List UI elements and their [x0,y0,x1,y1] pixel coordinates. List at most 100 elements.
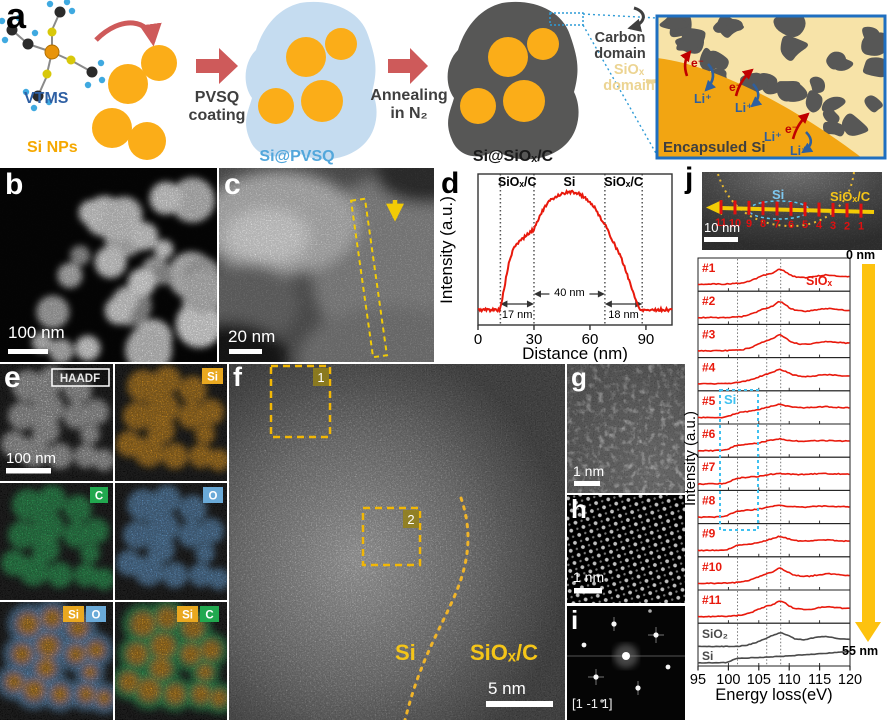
o-chip [86,606,106,622]
haadf-label-box [51,368,110,387]
si-region-box-label: Si [724,392,736,407]
li-ion-arrow [750,83,763,108]
scalebar-label: 10 nm [704,220,740,235]
region-2-chip [403,510,419,528]
o-chip-label: O [209,491,218,503]
zone-axis-label: [1 -1 1] [572,696,612,711]
scan-tick [789,201,793,216]
step2-label-line1: Annealing [370,87,447,104]
eels-row-label: #8 [702,493,716,507]
scan-tick-number: 7 [774,219,780,231]
x-tick-label: 0 [474,331,482,348]
scan-tick [719,200,723,215]
eels-x-tick: 105 [747,672,771,686]
electron-arrow [680,50,692,77]
scan-point-ticks: 11 10 9 8 7 6 5 4 3 2 1 [715,200,864,233]
pvsq-shell [245,1,377,160]
si-pvsq-label: Si@PVSQ [259,148,334,165]
li-ion-label: Li⁺ [764,130,782,144]
c-chip [200,606,219,622]
eels-x-tick: 110 [778,672,801,686]
li-ion-arrow [704,63,716,92]
carbon-domain-arrow [627,6,645,32]
vtms-label: VTMS [24,90,69,107]
scan-tick-number: 6 [788,219,794,231]
scan-tick [803,202,807,217]
panel-letter-g: g [571,362,587,392]
scalebar-label: 100 nm [8,323,65,342]
panel-h-lattice-hrtem: 1 nm [567,495,685,603]
eels-curve-SiO₂ [698,632,850,648]
panel-letter-j: j [685,162,694,195]
eels-row-label: #3 [702,327,716,341]
scan-tick [761,201,765,216]
encapsulated-si-label: Encapsuled Si [663,139,766,156]
width-annotation: 17 nm [502,309,533,321]
eels-curve-#3 [697,333,850,353]
si-region-box [719,389,759,531]
panel-j-eels: 11 10 9 8 7 6 5 4 3 2 1 Si SiOₓ/C 10 nm #1 SiOₓ #2 #3… [682,168,888,720]
electron-label: e⁻ [691,56,704,70]
scalebar-label: 1 nm [573,569,604,585]
scan-tick [845,203,849,218]
panel-e-c-map: C [0,483,113,600]
li-ion-label: Li⁺ [735,101,753,115]
scan-tick [747,200,751,215]
eels-x-axis-label: Energy loss(eV) [715,686,833,704]
scan-tick-number: 3 [830,220,836,232]
process-arrow-2 [388,48,428,84]
siox-domain-label-1: SiOₓ [614,62,645,78]
eels-row-label: #4 [702,361,716,375]
eels-curve-#7 [697,472,850,486]
fft-region-2-rect [361,506,422,567]
scalebar [8,349,48,354]
scan-tick-number: 1 [858,221,864,233]
depth-start-label: 0 nm [846,248,876,262]
x-axis-label: Distance (nm) [522,344,628,362]
eels-row-label: #9 [702,527,716,541]
si-chip [202,368,223,384]
width-annotation: 18 nm [608,309,639,321]
scalebar [574,588,602,594]
panel-i-fft-pattern: [1 -1 1] [567,606,685,720]
step1-label-line2: coating [189,107,246,124]
scalebar [704,237,738,242]
panel-e-o-map: O [115,483,227,600]
depth-arrow-shaft [862,264,875,622]
intensity-curve [477,188,673,314]
si-siox-boundary-line [403,496,470,720]
eels-curve-#9 [697,535,850,552]
carbon-domain-label-1: Carbon [595,30,646,46]
electron-label: e⁻ [729,80,742,94]
eels-row-#4 [697,357,851,392]
region-label: SiOₓ/C [604,175,643,189]
line-scan-region-rect [349,197,389,359]
linescan-chart: Intensity (a.u.) SiOₓ/C Si SiOₓ/C 0 30 60 90 Dis… [437,173,673,363]
eels-x-tick: 115 [808,672,831,686]
c-chip-label: C [95,491,103,503]
scalebar [6,468,51,474]
siox-annotation: SiOₓ [806,274,833,288]
scalebar [486,701,553,707]
scan-tick-number: 9 [746,218,752,230]
li-ion-label: Li⁺ [790,144,808,158]
si-atom [44,44,60,60]
scan-tick [831,202,835,217]
scan-tick [859,203,863,218]
si-chip-label: Si [68,610,79,622]
c-chip-label: C [205,610,213,622]
panel-e-si-map: Si [115,364,227,481]
eels-spectra-stack: #1 SiOₓ #2 #3 #4 #5 #6 #7 #8 #9 #10 #11 SiO₂ Si Si 95 10… [690,257,862,686]
eels-ref-label: Si [702,649,713,663]
eels-row-label: #1 [702,261,716,275]
eels-y-axis-label: Intensity (a.u.) [682,410,699,506]
si-label: Si [772,187,784,202]
fft-region-1-rect [269,364,332,439]
panel-letter-d: d [441,167,460,200]
x-tick-label: 30 [526,331,543,348]
scan-tick-number: 2 [844,220,850,232]
region-2-label: 2 [407,512,414,527]
panel-letter-e: e [4,361,21,394]
scalebar-label: 1 nm [573,463,604,479]
